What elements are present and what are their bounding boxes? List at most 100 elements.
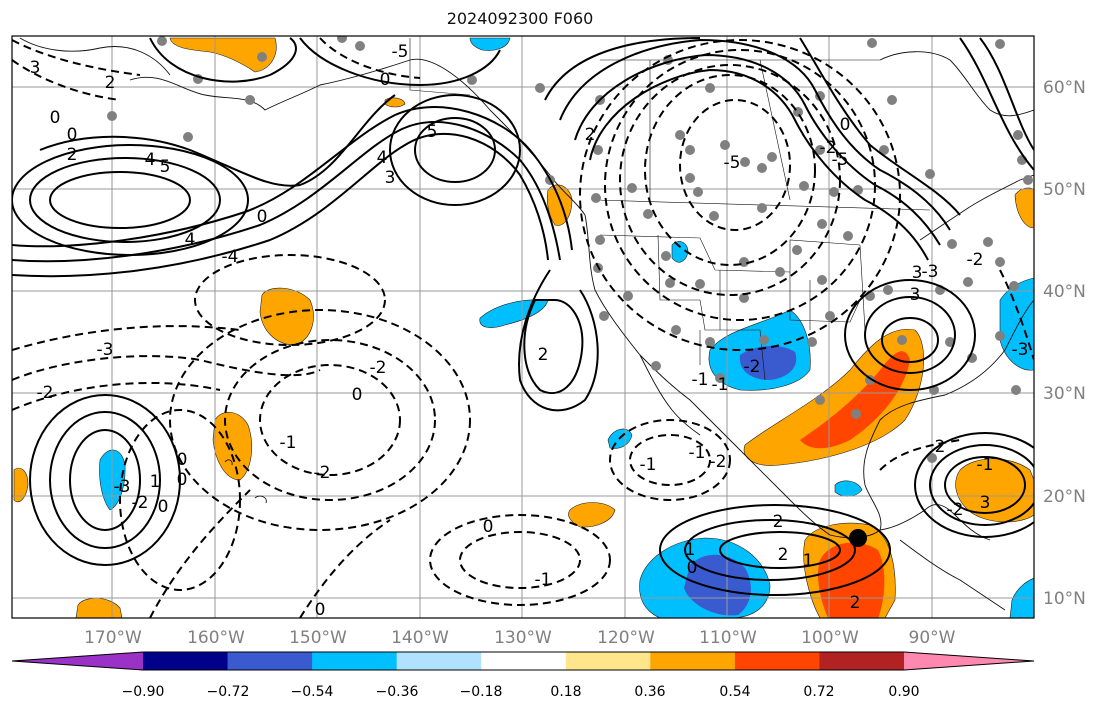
contour-label: -3 [97,340,114,360]
contour-label: 0 [315,600,326,620]
contour-label: -1 [689,443,706,463]
contour-se-low [149,489,251,618]
contour-east-high-3 [881,317,939,363]
colorbar-outline [11,651,1035,671]
colorbar-swatch [312,652,398,670]
contour-label: 2 [778,545,789,565]
contour-label: 0 [687,558,698,578]
contour-label: -1 [280,433,297,453]
contour-mex-high-2 [659,504,891,596]
contour-nw-low-2 [12,39,141,76]
contour-label: -2 [132,493,149,513]
negative-shade-alaska-north [469,37,511,51]
contour-label: -1 [692,370,709,390]
colorbar-swatch [904,652,1034,670]
contour-hawaii-high-2 [49,411,161,549]
positive-shade-socal [568,502,616,528]
colorbar-tick: 0.54 [719,684,750,700]
contour-low-pac-3 [169,309,471,531]
lat-label: 10°N [1043,589,1086,609]
dashed-contours [12,37,1034,618]
contour-label: -3 [114,477,131,497]
contour-gulf-high-1 [944,456,1026,514]
contour-label-group: 3 2 0 0 2 4 5 -5 0 5 4 3 0 4 -4 -3 -2 0 … [30,42,1029,620]
contour-label: 3 [912,263,923,283]
latitude-labels: 60°N 50°N 40°N 30°N 20°N 10°N [1043,78,1086,609]
contour-label: 3 [385,168,396,188]
contour-label: 2 [585,125,596,145]
contour-se-low-2 [299,519,391,618]
contour-low-canada-5 [579,39,901,351]
colorbar-tick: −0.54 [291,684,334,700]
contour-label: 3 [30,58,41,78]
contour-hawaii-high-1 [69,429,141,531]
colorbar: −0.90 −0.72 −0.54 −0.36 −0.18 0.18 0.36 … [11,651,1035,700]
contour-gulf-high-3 [914,432,1034,538]
colorbar-swatch [565,652,651,670]
contour-hawaii-high-3 [29,394,181,566]
contour-label: 4 [377,148,388,168]
contour-ridge-east-1 [559,38,951,231]
longitude-labels: 170°W 160°W 150°W 140°W 130°W 120°W 110°… [84,628,956,648]
colorbar-swatch [650,652,736,670]
coastline-baja [639,354,701,436]
contour-label: -5 [832,150,849,170]
contour-ridge-2 [12,132,549,278]
contour-label: 3 [980,493,991,513]
lon-label: 100°W [801,628,859,648]
positive-shade-west-edge [13,467,29,503]
positive-shade-hawaii [212,412,253,481]
contour-label: 0 [840,115,851,135]
contour-label: -4 [222,247,239,267]
contour-label: 4 [145,150,156,170]
contour-label: -2 [744,357,761,377]
contour-label: 0 [67,125,78,145]
contour-pac-high-inner [389,94,521,206]
contour-alaska-high-2 [299,37,501,87]
contour-label: -2 [947,500,964,520]
strong-negative-shade-pacific [684,554,751,616]
map-frame [11,35,1035,619]
contour-low-pac-1 [259,364,401,476]
contour-label: -2 [967,250,984,270]
contour-label: 5 [160,157,171,177]
contour-label: 3 [910,285,921,305]
coastline-yucatan [879,504,991,541]
strong-positive-shade-mexico [817,542,885,618]
contour-east-high-2 [844,279,976,391]
lon-label: 120°W [597,628,655,648]
lon-label: 160°W [187,628,245,648]
contour-ridge-east-2 [574,53,941,246]
contour-label: 0 [257,207,268,227]
contour-west-low-2 [12,381,221,411]
station-dots [107,36,1033,463]
contour-alaska-high [149,37,297,83]
contour-label: 2 [935,437,946,457]
contour-label: -1 [535,570,552,590]
contour-mex-high-1 [684,519,856,581]
positive-shade-alaska [169,37,277,73]
contour-east-coast [959,37,1034,171]
strong-negative-shade-southwest [739,345,797,380]
contour-low-canada-4 [679,99,791,231]
contour-label: 2 [538,345,549,365]
contour-ridge-4 [39,94,396,187]
coastline-west-us [584,214,831,536]
contour-gulf-high-2 [929,444,1034,526]
contour-label: -3 [1012,340,1029,360]
coastline-aleutian [19,37,171,76]
contour-label: -1 [977,455,994,475]
contour-ridge-east-3 [589,68,929,261]
contour-trough-west-2 [523,299,584,395]
colorbar-tick-labels: −0.90 −0.72 −0.54 −0.36 −0.18 0.18 0.36 … [122,684,920,700]
contour-low-canada-1 [644,74,816,266]
lon-label: 150°W [289,628,347,648]
contour-ridge-3 [12,106,573,251]
contour-high-northpac-1 [49,171,191,229]
lon-label: 140°W [391,628,449,648]
contour-label: 2 [105,73,116,93]
colorbar-tick: −0.18 [460,684,503,700]
contour-low-canada-2 [619,64,841,296]
contour-label: 0 [483,517,494,537]
coastline-hawaii-1 [224,459,233,466]
